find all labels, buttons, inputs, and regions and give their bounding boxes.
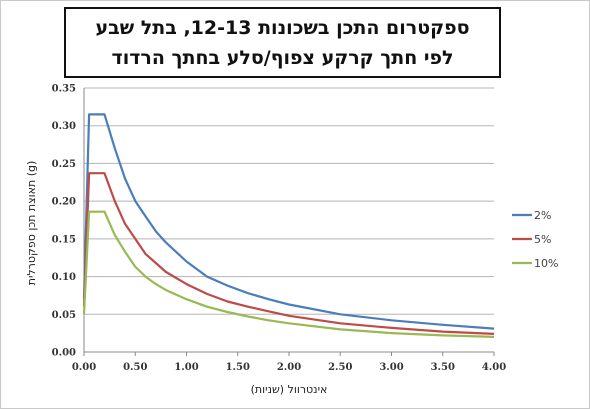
legend-label: 10%: [534, 257, 558, 270]
x-tick-label: 0.00: [72, 362, 96, 373]
series-line: [82, 210, 495, 338]
y-tick-label: 0.20: [52, 197, 76, 208]
y-tick-label: 0.05: [52, 310, 76, 321]
x-tick-label: 3.00: [379, 362, 403, 373]
x-tick-label: 1.50: [226, 362, 250, 373]
x-tick-label: 1.00: [174, 362, 198, 373]
x-tick-label: 0.50: [123, 362, 147, 373]
legend-label: 2%: [534, 209, 551, 222]
x-tick-label: 2.00: [277, 362, 301, 373]
series-lines: [82, 113, 495, 338]
y-tick-label: 0.10: [52, 272, 76, 283]
y-tick-label: 0.00: [52, 348, 76, 359]
x-tick-label: 2.50: [328, 362, 352, 373]
legend-label: 5%: [534, 233, 551, 246]
y-tick-label: 0.35: [52, 84, 76, 95]
chart-title: ספקטרום התכן בשכונות 12-13, בתל שבע לפי …: [64, 7, 501, 78]
x-tick-label: 3.50: [431, 362, 455, 373]
axes: 0.00 0.05 0.10 0.15 0.20 0.25 0.30 0.35 0.00 0.50…: [52, 84, 507, 374]
chart-title-line-2: לפי חתך קרקע צפוף/סלע בחתך הרדוד: [111, 46, 454, 69]
series-line: [82, 113, 495, 330]
x-axis-label: אינטרוול (שניות): [251, 383, 328, 396]
chart-title-line-1: ספקטרום התכן בשכונות 12-13, בתל שבע: [95, 16, 470, 39]
y-tick-label: 0.15: [52, 234, 76, 245]
series-line: [82, 172, 495, 335]
y-tick-label: 0.25: [52, 159, 76, 170]
x-tick-label: 4.00: [482, 362, 506, 373]
y-axis-label: תאוצת תכן ספקטרלית (g): [25, 161, 38, 286]
gridlines: [84, 87, 494, 353]
y-tick-label: 0.30: [52, 121, 76, 132]
legend: 2% 5% 10%: [512, 209, 558, 270]
